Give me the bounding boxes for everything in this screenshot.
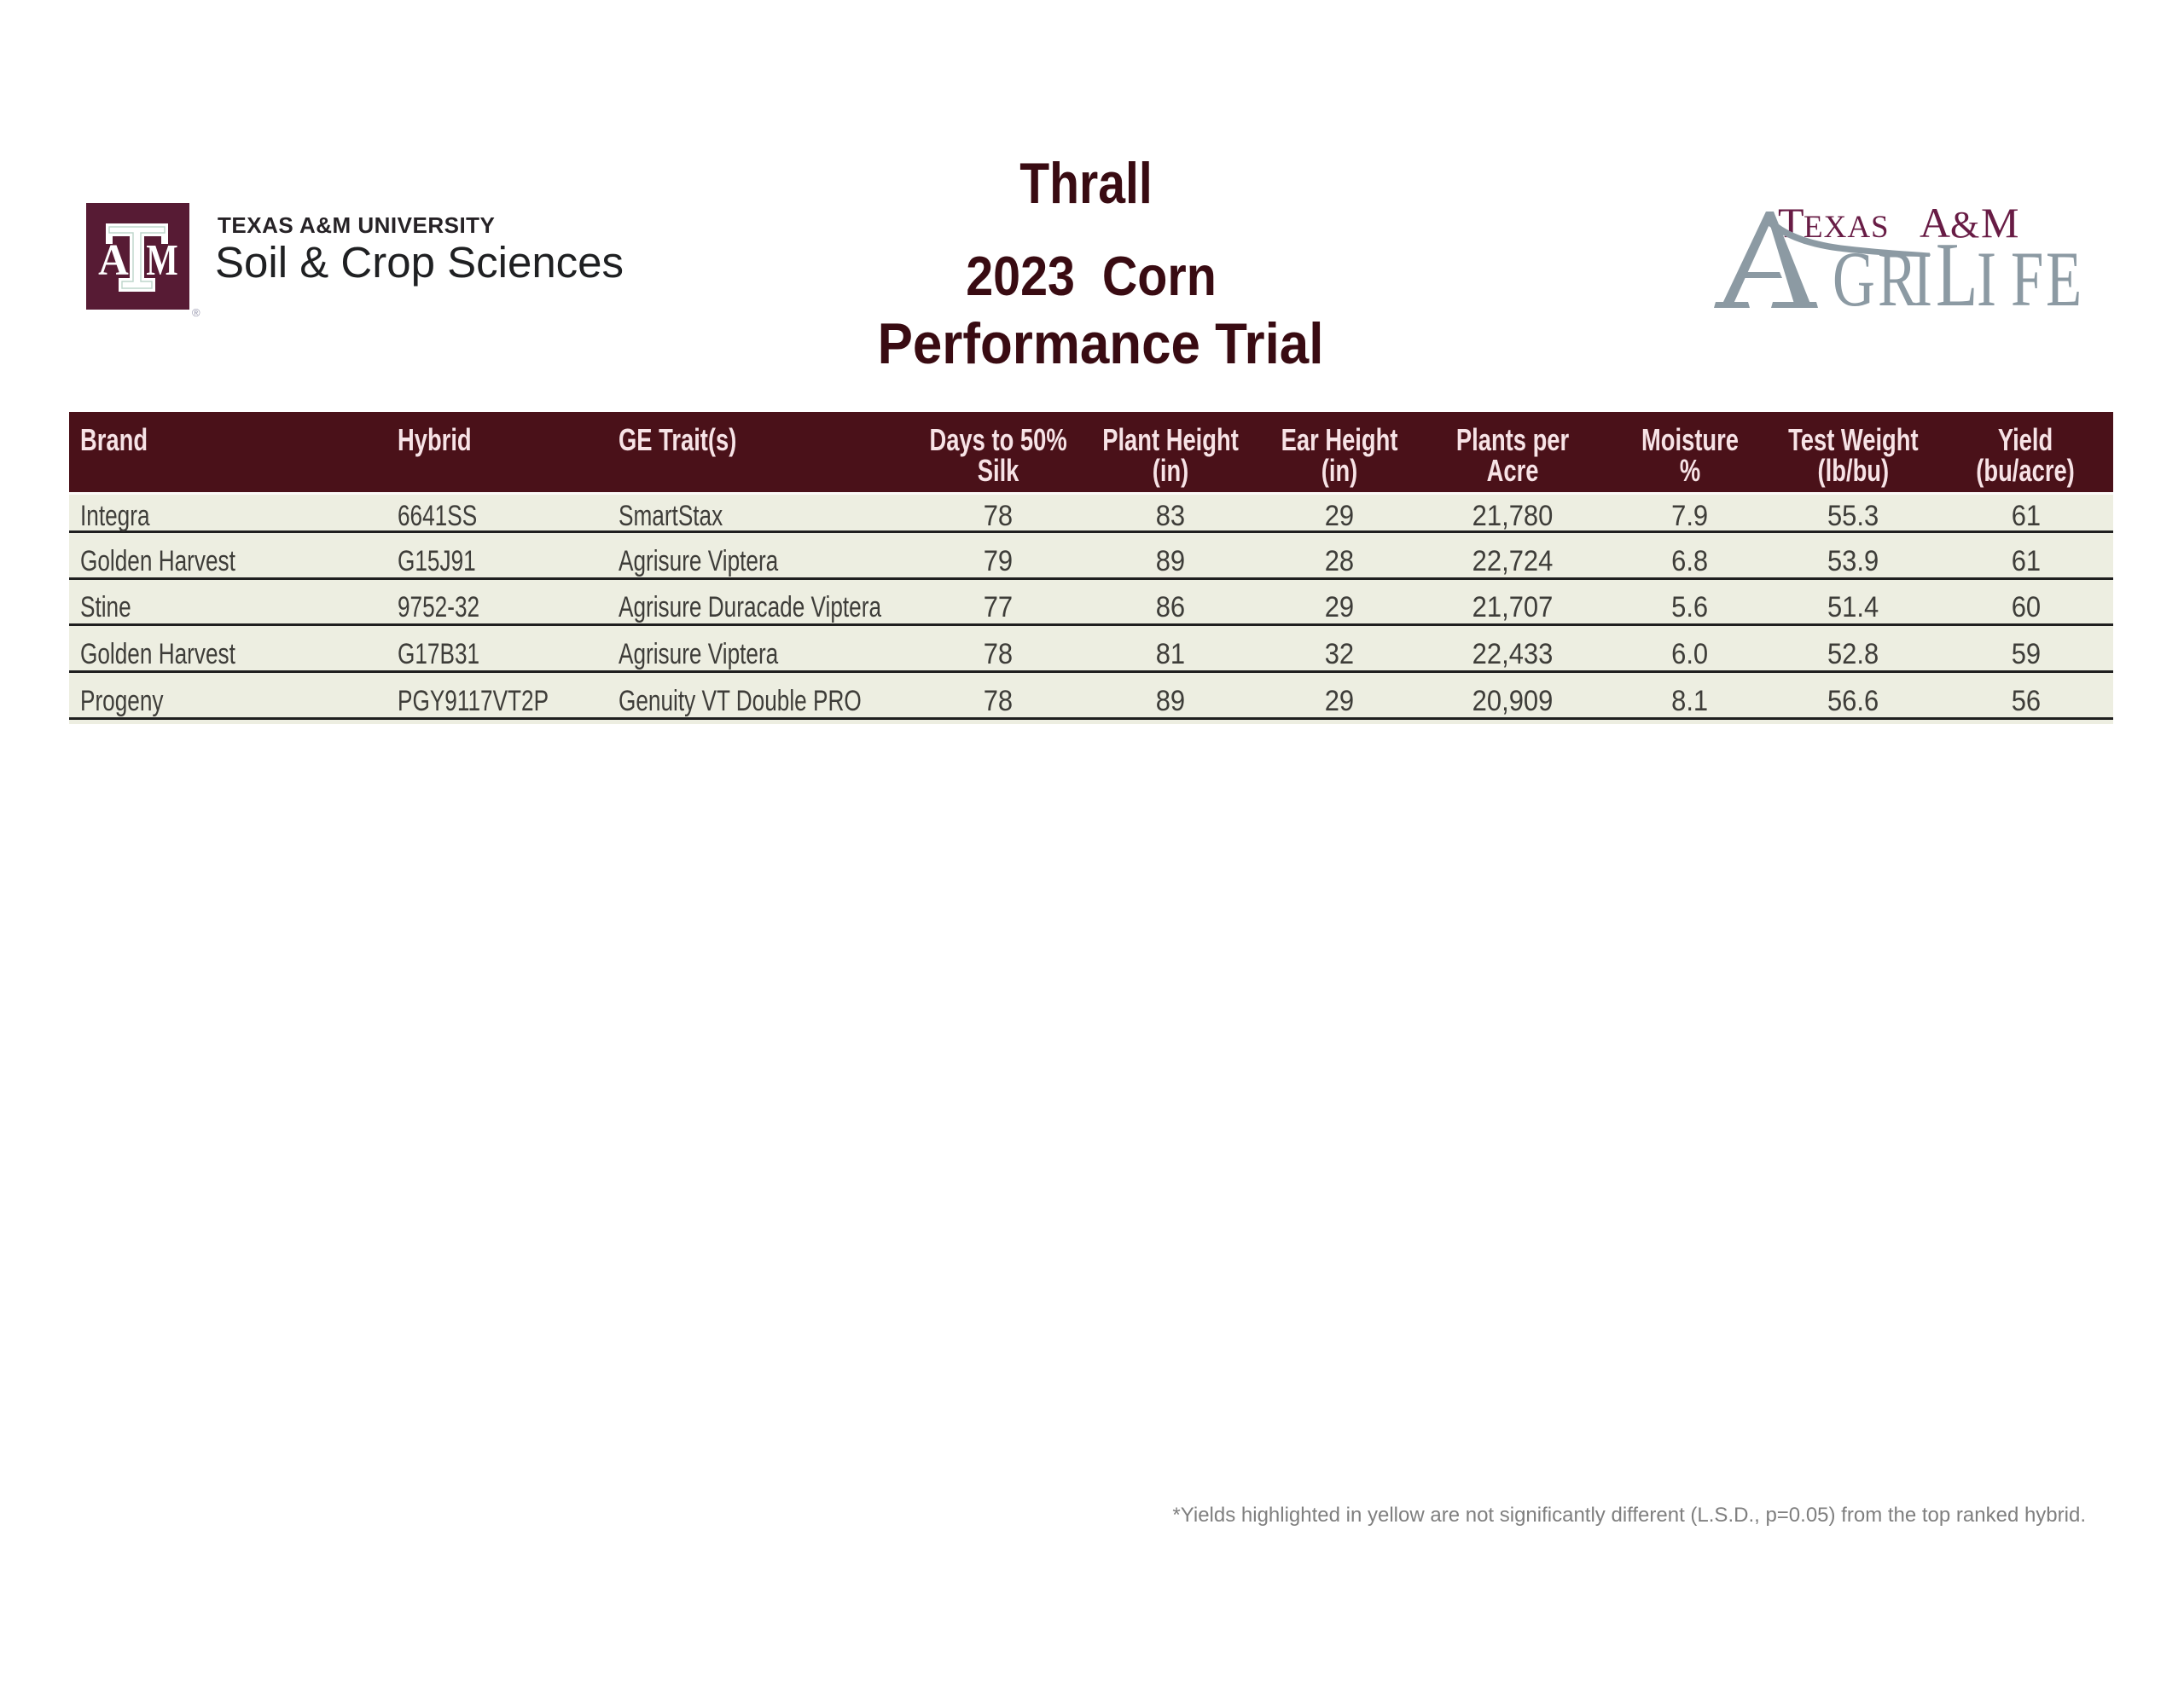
svg-text:G: G (1833, 236, 1875, 323)
svg-text:A: A (98, 235, 129, 284)
svg-text:I: I (1977, 236, 1996, 323)
svg-text:R: R (1878, 236, 1918, 323)
svg-text:F: F (2011, 236, 2043, 323)
svg-text:I: I (1913, 236, 1932, 323)
svg-text:A: A (1920, 199, 1950, 246)
svg-text:M: M (146, 235, 177, 284)
svg-text:&: & (1950, 204, 1979, 246)
svg-text:EXAS: EXAS (1804, 210, 1890, 245)
svg-text:L: L (1936, 223, 1978, 324)
svg-text:M: M (1981, 199, 2018, 246)
svg-text:E: E (2046, 236, 2082, 323)
